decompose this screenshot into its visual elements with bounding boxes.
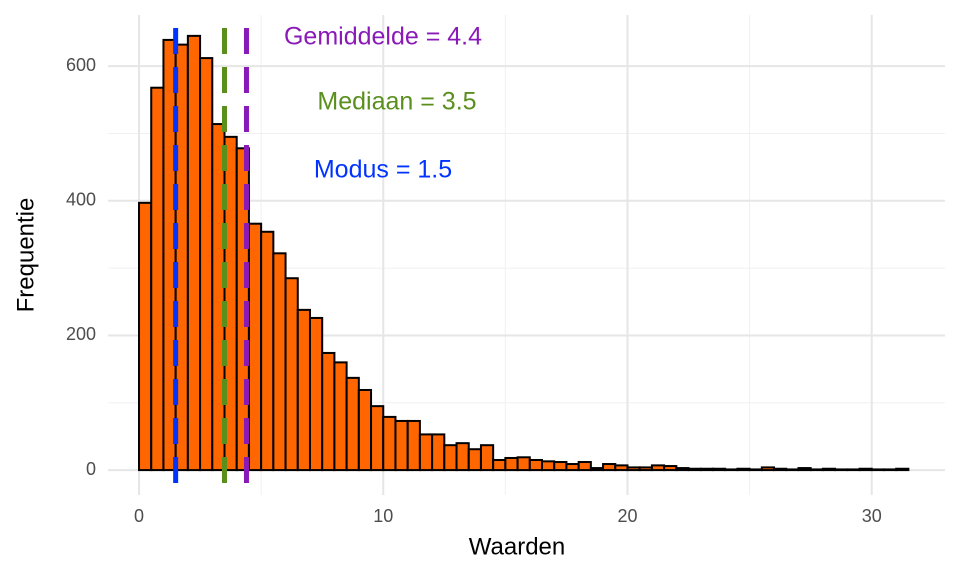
y-axis-title: Frequentie — [12, 198, 39, 313]
bar — [602, 463, 617, 472]
y-tick-label: 600 — [66, 55, 96, 75]
bar — [370, 405, 385, 472]
bar — [479, 444, 495, 472]
bar — [321, 351, 336, 472]
bar — [516, 456, 531, 472]
x-tick-label: 0 — [134, 506, 144, 526]
bar — [467, 448, 482, 472]
bar — [724, 468, 739, 472]
bar — [895, 467, 910, 472]
bar — [846, 468, 861, 472]
bar — [199, 57, 214, 472]
bar — [272, 252, 287, 472]
bar — [614, 464, 629, 472]
bar — [357, 388, 373, 472]
x-tick-label: 20 — [617, 506, 637, 526]
x-tick-label: 30 — [862, 506, 882, 526]
bar — [650, 464, 666, 472]
bar — [675, 467, 690, 472]
bar — [821, 467, 837, 472]
bar — [541, 460, 556, 472]
bar — [687, 467, 702, 472]
bar — [736, 467, 751, 472]
bar — [162, 38, 177, 472]
bar — [711, 467, 727, 472]
bar — [663, 465, 678, 472]
bar — [699, 467, 714, 472]
bar — [492, 458, 507, 472]
bar — [247, 222, 263, 472]
bar — [284, 277, 299, 472]
bar — [577, 461, 592, 472]
bar — [455, 442, 470, 472]
bar — [626, 466, 641, 472]
y-tick-label: 200 — [66, 324, 96, 344]
bar — [748, 468, 763, 472]
bar — [528, 458, 544, 472]
annotation: Gemiddelde = 4.4 — [284, 23, 482, 51]
x-tick-label: 10 — [373, 506, 393, 526]
bar — [760, 466, 776, 472]
bar — [260, 230, 275, 472]
bar — [431, 433, 446, 472]
annotation: Mediaan = 3.5 — [317, 88, 476, 116]
bar — [443, 444, 458, 472]
bar — [504, 456, 519, 472]
annotation: Modus = 1.5 — [314, 156, 452, 184]
bar — [382, 415, 397, 472]
bar — [333, 361, 348, 472]
bar — [406, 419, 421, 472]
bar — [345, 376, 360, 472]
bar — [589, 467, 605, 472]
bar — [797, 467, 812, 472]
bar — [553, 461, 568, 472]
bar — [882, 468, 898, 472]
bar — [834, 468, 849, 472]
bar — [565, 463, 580, 472]
bar — [638, 466, 653, 472]
bar — [138, 201, 153, 472]
bar — [186, 34, 202, 472]
bar — [394, 419, 409, 472]
bar — [858, 467, 873, 472]
bar — [809, 468, 824, 472]
bar — [418, 433, 434, 472]
bar — [773, 467, 788, 472]
bar — [308, 316, 324, 472]
bar — [296, 308, 311, 472]
bar — [150, 86, 165, 472]
bar — [870, 468, 885, 472]
bar — [785, 468, 800, 472]
y-tick-label: 0 — [86, 459, 96, 479]
x-axis-title: Waarden — [469, 533, 566, 560]
y-tick-label: 400 — [66, 190, 96, 210]
